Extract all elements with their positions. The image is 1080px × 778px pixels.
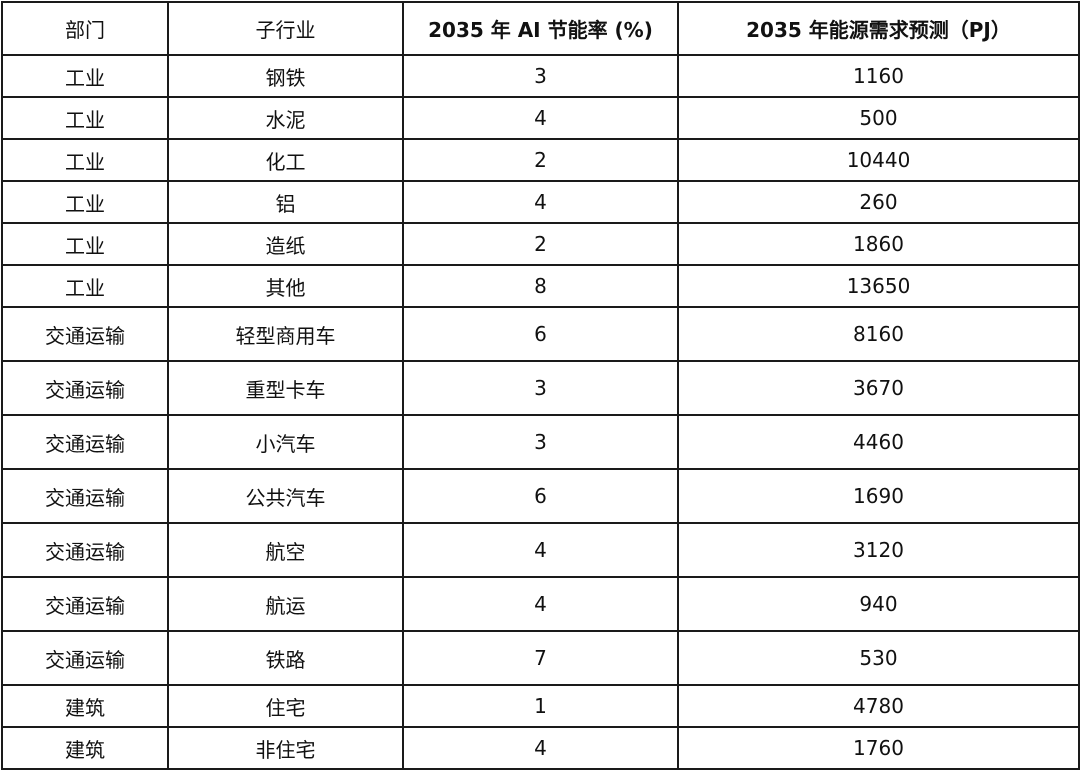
table-row: 工业 造纸 2 1860: [1, 222, 1080, 266]
table-row: 工业 水泥 4 500: [1, 96, 1080, 140]
cell-sector: 交通运输: [1, 576, 169, 632]
cell-demand: 530: [677, 630, 1080, 686]
cell-demand: 260: [677, 180, 1080, 224]
cell-demand: 940: [677, 576, 1080, 632]
cell-demand: 4460: [677, 414, 1080, 470]
cell-demand: 8160: [677, 306, 1080, 362]
cell-ai-saving: 4: [402, 180, 679, 224]
cell-subsector: 小汽车: [167, 414, 404, 470]
table-row: 工业 钢铁 3 1160: [1, 54, 1080, 98]
cell-ai-saving: 3: [402, 414, 679, 470]
cell-demand: 1860: [677, 222, 1080, 266]
cell-sector: 建筑: [1, 726, 169, 770]
cell-subsector: 钢铁: [167, 54, 404, 98]
cell-sector: 工业: [1, 180, 169, 224]
cell-sector: 交通运输: [1, 306, 169, 362]
cell-demand: 1760: [677, 726, 1080, 770]
cell-sector: 工业: [1, 264, 169, 308]
cell-ai-saving: 3: [402, 360, 679, 416]
table-row: 交通运输 铁路 7 530: [1, 630, 1080, 686]
cell-ai-saving: 4: [402, 726, 679, 770]
cell-subsector: 公共汽车: [167, 468, 404, 524]
cell-subsector: 铁路: [167, 630, 404, 686]
header-subsector: 子行业: [167, 1, 404, 56]
cell-ai-saving: 4: [402, 96, 679, 140]
cell-subsector: 其他: [167, 264, 404, 308]
cell-ai-saving: 2: [402, 222, 679, 266]
cell-sector: 交通运输: [1, 414, 169, 470]
cell-sector: 交通运输: [1, 468, 169, 524]
table-header-row: 部门 子行业 2035 年 AI 节能率 (%) 2035 年能源需求预测（PJ…: [1, 1, 1080, 56]
cell-demand: 13650: [677, 264, 1080, 308]
cell-subsector: 造纸: [167, 222, 404, 266]
cell-subsector: 航运: [167, 576, 404, 632]
cell-subsector: 住宅: [167, 684, 404, 728]
cell-demand: 500: [677, 96, 1080, 140]
cell-subsector: 水泥: [167, 96, 404, 140]
cell-demand: 3670: [677, 360, 1080, 416]
table-row: 交通运输 公共汽车 6 1690: [1, 468, 1080, 524]
table-row: 建筑 非住宅 4 1760: [1, 726, 1080, 770]
cell-sector: 交通运输: [1, 360, 169, 416]
cell-ai-saving: 2: [402, 138, 679, 182]
table-row: 交通运输 重型卡车 3 3670: [1, 360, 1080, 416]
cell-ai-saving: 3: [402, 54, 679, 98]
cell-ai-saving: 4: [402, 522, 679, 578]
cell-sector: 工业: [1, 54, 169, 98]
header-ai-saving-rate: 2035 年 AI 节能率 (%): [402, 1, 679, 56]
table-row: 工业 铝 4 260: [1, 180, 1080, 224]
cell-ai-saving: 4: [402, 576, 679, 632]
table-row: 工业 其他 8 13650: [1, 264, 1080, 308]
cell-subsector: 重型卡车: [167, 360, 404, 416]
cell-subsector: 轻型商用车: [167, 306, 404, 362]
cell-demand: 3120: [677, 522, 1080, 578]
cell-ai-saving: 6: [402, 306, 679, 362]
cell-ai-saving: 1: [402, 684, 679, 728]
cell-demand: 4780: [677, 684, 1080, 728]
table-row: 交通运输 轻型商用车 6 8160: [1, 306, 1080, 362]
table-row: 建筑 住宅 1 4780: [1, 684, 1080, 728]
cell-subsector: 化工: [167, 138, 404, 182]
table-row: 交通运输 航空 4 3120: [1, 522, 1080, 578]
table-row: 工业 化工 2 10440: [1, 138, 1080, 182]
cell-ai-saving: 7: [402, 630, 679, 686]
cell-ai-saving: 8: [402, 264, 679, 308]
cell-demand: 1690: [677, 468, 1080, 524]
cell-sector: 工业: [1, 222, 169, 266]
header-sector: 部门: [1, 1, 169, 56]
cell-sector: 工业: [1, 96, 169, 140]
table-row: 交通运输 小汽车 3 4460: [1, 414, 1080, 470]
cell-sector: 建筑: [1, 684, 169, 728]
cell-sector: 交通运输: [1, 630, 169, 686]
table-row: 交通运输 航运 4 940: [1, 576, 1080, 632]
cell-subsector: 航空: [167, 522, 404, 578]
cell-demand: 10440: [677, 138, 1080, 182]
header-energy-demand: 2035 年能源需求预测（PJ）: [677, 1, 1080, 56]
cell-ai-saving: 6: [402, 468, 679, 524]
cell-sector: 工业: [1, 138, 169, 182]
cell-demand: 1160: [677, 54, 1080, 98]
cell-subsector: 铝: [167, 180, 404, 224]
cell-subsector: 非住宅: [167, 726, 404, 770]
cell-sector: 交通运输: [1, 522, 169, 578]
